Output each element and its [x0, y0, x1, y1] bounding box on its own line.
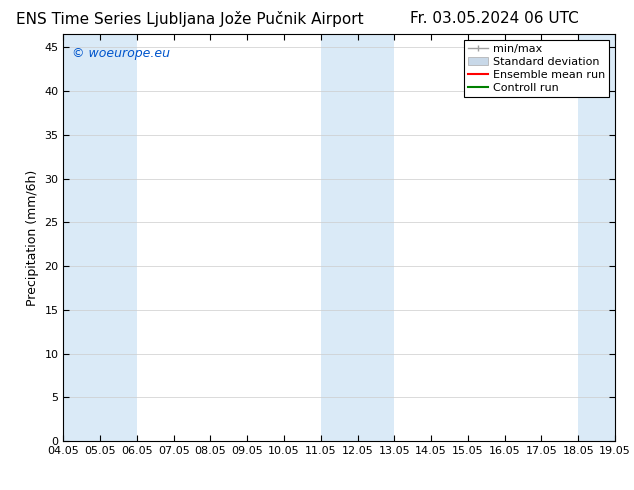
Bar	[578, 34, 615, 441]
Legend: min/max, Standard deviation, Ensemble mean run, Controll run: min/max, Standard deviation, Ensemble me…	[464, 40, 609, 97]
Y-axis label: Precipitation (mm/6h): Precipitation (mm/6h)	[26, 170, 39, 306]
Text: © woeurope.eu: © woeurope.eu	[72, 47, 170, 59]
Bar	[321, 34, 358, 441]
Text: Fr. 03.05.2024 06 UTC: Fr. 03.05.2024 06 UTC	[410, 11, 579, 26]
Bar	[63, 34, 100, 441]
Text: ENS Time Series Ljubljana Jože Pučnik Airport: ENS Time Series Ljubljana Jože Pučnik Ai…	[16, 11, 364, 27]
Bar	[100, 34, 137, 441]
Bar	[358, 34, 394, 441]
